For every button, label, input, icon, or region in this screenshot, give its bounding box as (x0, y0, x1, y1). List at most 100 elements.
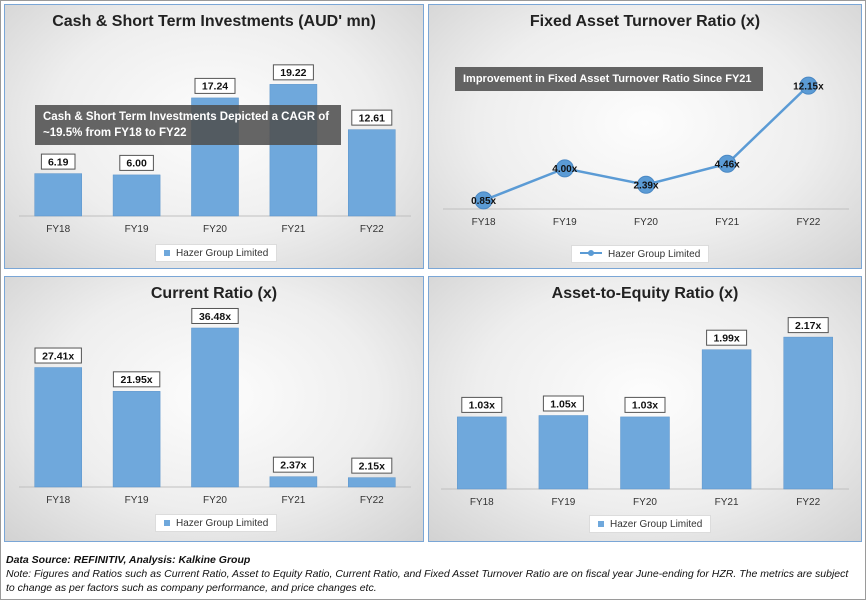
current-ratio-chart-panel: Current Ratio (x) 27.41x FY18 21.95x FY19 36… (4, 276, 424, 542)
cash-chart-title: Cash & Short Term Investments (AUD' mn) (52, 13, 376, 30)
bar-fy21 (269, 476, 318, 488)
point-fy22 (799, 76, 818, 95)
data-label-fy18-box (40, 153, 76, 170)
asset-equity-chart-title: Asset-to-Equity Ratio (x) (551, 285, 739, 302)
bar-fy19 (112, 174, 161, 217)
data-label-fy18-box (461, 396, 503, 413)
legend-line-swatch (580, 250, 602, 256)
x-tick-fy22: FY22 (796, 217, 820, 228)
data-label-fy18: 0.85x (471, 196, 496, 207)
cash-legend: Hazer Group Limited (155, 244, 278, 262)
point-fy20 (637, 175, 655, 194)
x-tick-fy22: FY22 (360, 224, 384, 235)
data-label-fy21-box (272, 456, 314, 473)
bar-fy18 (34, 173, 82, 217)
data-label-fy22-box (787, 317, 829, 334)
x-tick-fy21: FY21 (281, 495, 305, 506)
current-ratio-chart-svg: 27.41x FY18 21.95x FY19 36.48x FY20 2.37x FY21 2… (19, 307, 411, 506)
turnover-annotation-box: Improvement in Fixed Asset Turnover Rati… (455, 67, 763, 91)
x-tick-fy21: FY21 (715, 497, 739, 508)
data-label-fy19-text: 1.05x (550, 398, 576, 410)
data-label-fy18-text: 1.03x (469, 400, 495, 412)
bar-fy19 (538, 415, 589, 490)
data-source-line: Data Source: REFINITIV, Analysis: Kalkin… (6, 554, 251, 566)
data-label-fy18-text: 27.41x (42, 350, 74, 362)
x-tick-fy20: FY20 (203, 224, 227, 235)
x-tick-fy22: FY22 (360, 495, 384, 506)
data-label-fy20: 1.03x (624, 396, 666, 413)
data-label-fy20-text: 17.24 (202, 81, 228, 93)
bar-fy22 (783, 336, 833, 490)
x-tick-fy18: FY18 (46, 224, 70, 235)
data-label-fy22: 12.61 (351, 109, 393, 126)
data-label-fy21-box (272, 64, 314, 81)
point-fy19 (555, 159, 574, 178)
cash-annotation-box: Cash & Short Term Investments Depicted a… (35, 105, 341, 145)
current-ratio-chart-title: Current Ratio (x) (150, 285, 278, 302)
current-ratio-legend-label: Hazer Group Limited (176, 518, 269, 529)
data-label-fy21: 19.22 (272, 64, 314, 81)
data-label-fy20-text: 1.03x (632, 400, 658, 412)
footnote: Note: Figures and Ratios such as Current… (6, 568, 849, 594)
data-label-fy18: 27.41x (34, 347, 82, 364)
asset-equity-legend-label: Hazer Group Limited (610, 519, 703, 530)
data-label-fy20: 17.24 (194, 77, 236, 94)
x-tick-fy21: FY21 (715, 217, 739, 228)
data-label-fy21-text: 19.22 (280, 67, 306, 79)
data-label-fy19: 6.00 (119, 154, 154, 171)
data-label-fy21: 1.99x (706, 329, 748, 346)
data-label-fy22: 2.17x (787, 317, 829, 334)
data-label-fy19-box (112, 371, 161, 388)
turnover-legend-label: Hazer Group Limited (608, 249, 701, 260)
bar-fy22 (348, 129, 396, 217)
data-label-fy22-box (351, 109, 393, 126)
asset-equity-legend: Hazer Group Limited (589, 515, 712, 533)
data-label-fy21: 4.46x (715, 160, 740, 171)
bar-fy20 (191, 327, 239, 488)
data-label-fy20: 36.48x (191, 307, 239, 324)
x-tick-fy20: FY20 (634, 217, 658, 228)
data-label-fy18-box (34, 347, 82, 364)
data-label-fy22: 2.15x (351, 457, 393, 474)
data-label-fy21-text: 2.37x (280, 459, 306, 471)
x-tick-fy19: FY19 (125, 224, 149, 235)
data-label-fy19: 21.95x (112, 371, 161, 388)
bar-fy19 (112, 391, 161, 488)
data-label-fy21-box (706, 329, 748, 346)
x-tick-fy19: FY19 (125, 495, 149, 506)
x-tick-fy20: FY20 (633, 497, 657, 508)
data-label-fy18: 6.19 (40, 153, 76, 170)
bar-fy18 (457, 416, 507, 490)
bar-fy18 (34, 367, 82, 488)
x-tick-fy18: FY18 (470, 497, 494, 508)
bar-fy21 (701, 349, 752, 490)
turnover-chart-svg: 0.85x FY18 4.00x FY19 2.39x FY20 4.46x FY21 12.1… (443, 76, 849, 228)
x-tick-fy18: FY18 (46, 495, 70, 506)
data-label-fy22-box (351, 457, 393, 474)
data-label-fy22-text: 2.17x (795, 320, 821, 332)
x-tick-fy21: FY21 (281, 224, 305, 235)
point-fy18 (474, 191, 493, 210)
legend-bar-swatch (164, 250, 170, 256)
data-label-fy22-text: 12.61 (359, 112, 385, 124)
bar-fy22 (348, 477, 396, 488)
legend-bar-swatch (598, 521, 604, 527)
data-label-fy19-box (542, 395, 584, 412)
data-label-fy19-text: 21.95x (121, 374, 153, 386)
x-tick-fy18: FY18 (472, 217, 496, 228)
legend-bar-swatch (164, 520, 170, 526)
data-label-fy22: 12.15x (793, 81, 824, 92)
data-label-fy18-text: 6.19 (48, 156, 69, 168)
data-label-fy20: 2.39x (633, 181, 658, 192)
turnover-legend: Hazer Group Limited (571, 245, 710, 263)
data-label-fy19-box (119, 154, 154, 171)
cash-chart-panel: Cash & Short Term Investments (AUD' mn) … (4, 4, 424, 269)
x-tick-fy22: FY22 (796, 497, 820, 508)
data-label-fy20-text: 36.48x (199, 311, 231, 323)
data-label-fy20-box (194, 77, 236, 94)
turnover-chart-title: Fixed Asset Turnover Ratio (x) (529, 13, 761, 30)
point-fy21 (718, 154, 737, 173)
data-label-fy21-text: 1.99x (713, 333, 739, 345)
data-label-fy18: 1.03x (461, 396, 503, 413)
current-ratio-legend: Hazer Group Limited (155, 514, 278, 532)
